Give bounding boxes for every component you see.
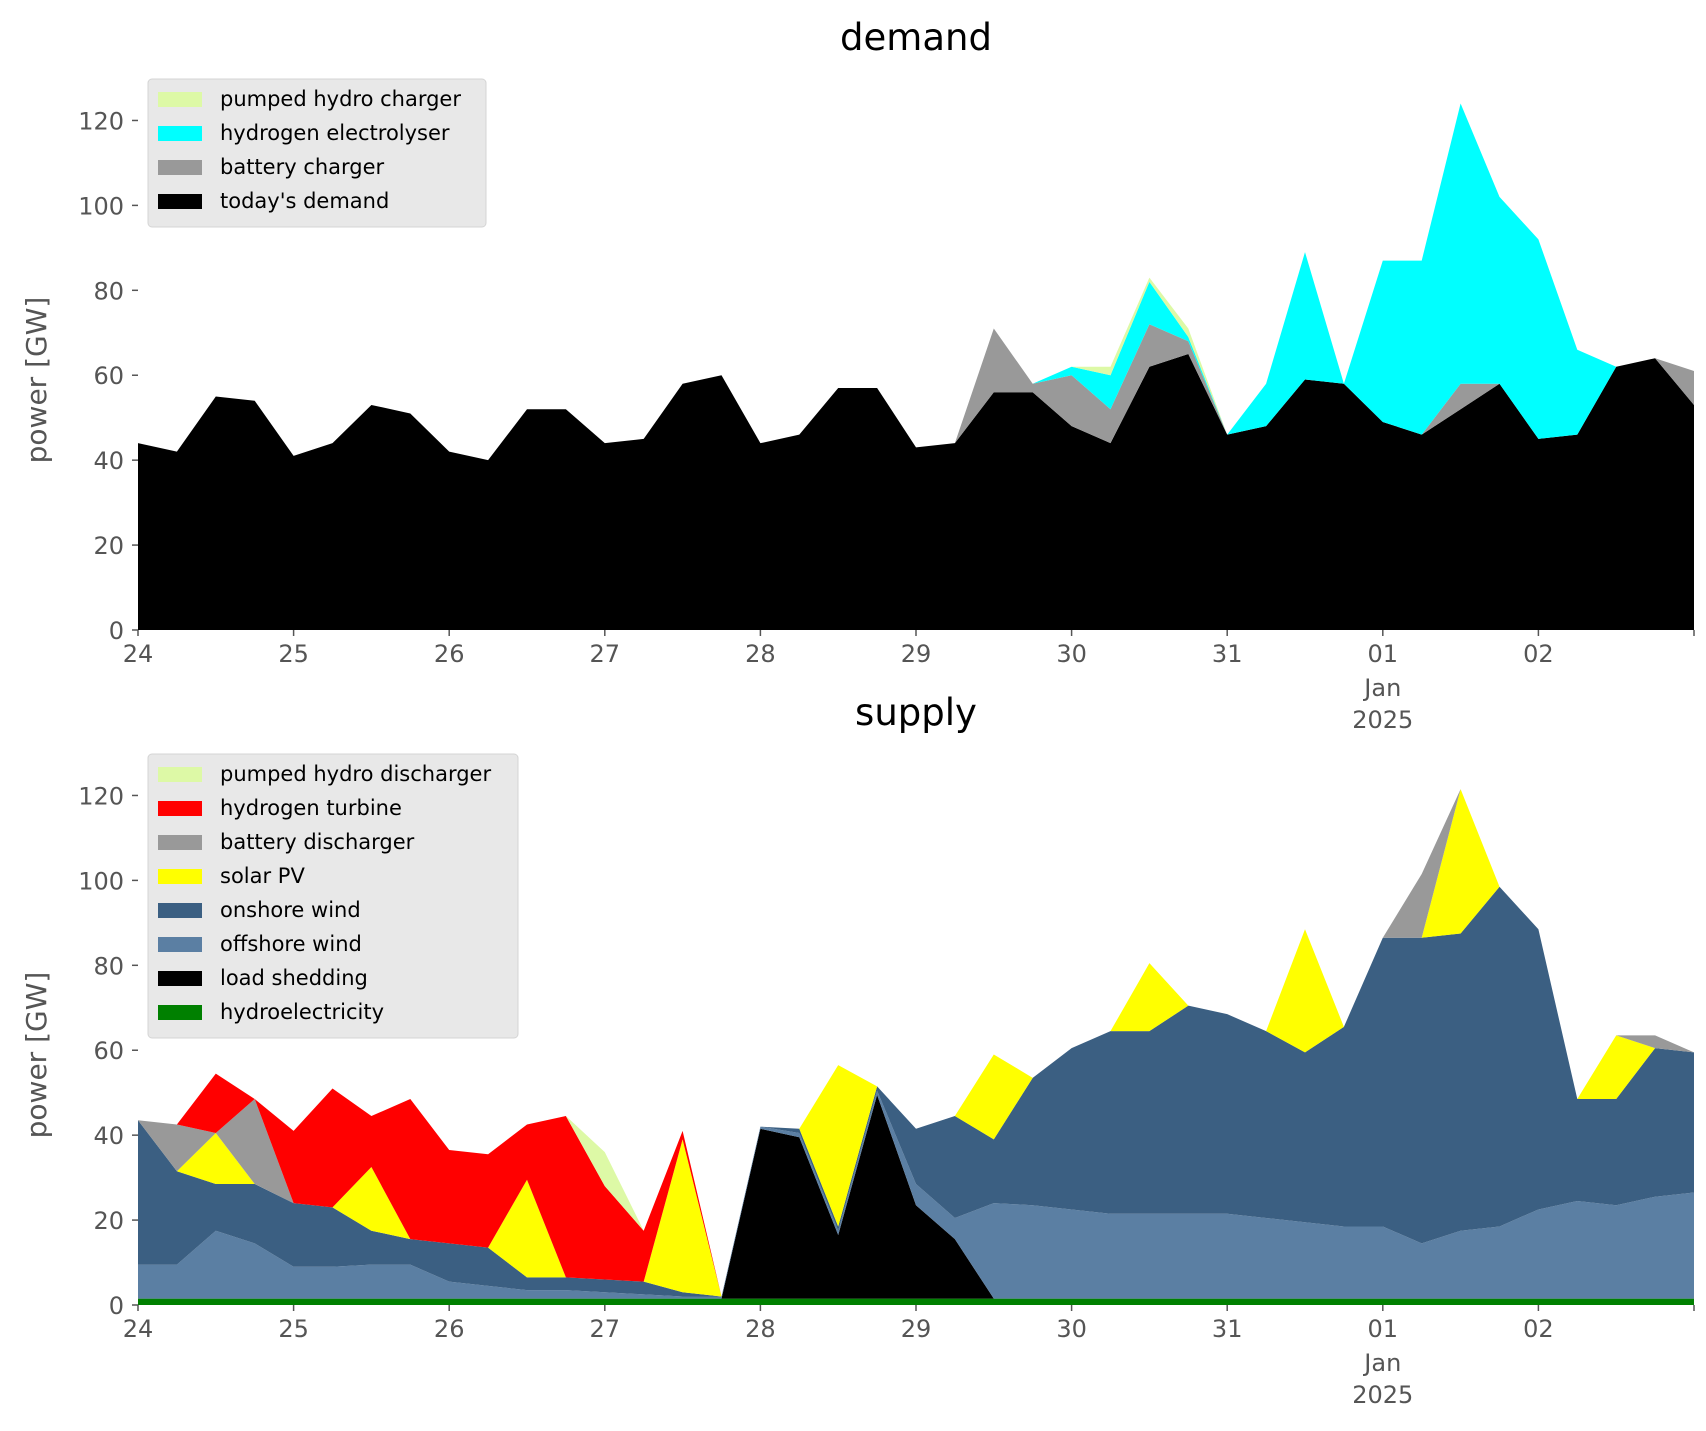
legend-label-hydrogen-turbine: hydrogen turbine <box>220 796 402 820</box>
legend: pumped hydro discharger hydrogen turbine b… <box>147 753 519 1039</box>
x-tick-label: 29 <box>901 640 932 668</box>
x-tick-year-label: 2025 <box>1352 1381 1413 1409</box>
legend-label-solar-pv: solar PV <box>220 864 305 888</box>
legend-swatch-battery-charger <box>158 160 202 175</box>
legend-swatch-hydrogen-turbine <box>158 801 202 816</box>
x-tick-label: 24 <box>123 640 154 668</box>
legend-label-offshore-wind: offshore wind <box>220 932 362 956</box>
x-tick-label: 26 <box>434 1315 465 1343</box>
legend-label-pumped-hydro-discharger: pumped hydro discharger <box>220 762 491 786</box>
y-axis-label: power [GW] <box>20 972 53 1139</box>
x-tick-label: 02 <box>1523 640 1554 668</box>
x-tick-label: 30 <box>1056 640 1087 668</box>
legend-label-load-shedding: load shedding <box>220 966 368 990</box>
legend-swatch-battery-discharger <box>158 835 202 850</box>
x-tick-label: 28 <box>745 640 776 668</box>
legend-swatch-offshore-wind <box>158 937 202 952</box>
x-tick-label: 26 <box>434 640 465 668</box>
x-tick-label: 24 <box>123 1315 154 1343</box>
y-axis-label: power [GW] <box>20 297 53 464</box>
legend-label-battery-charger: battery charger <box>220 155 385 179</box>
y-tick-label: 40 <box>93 447 124 475</box>
x-tick-label: 30 <box>1056 1315 1087 1343</box>
legend-swatch-hydrogen-electrolyser <box>158 126 202 141</box>
legend-swatch-pumped-hydro-discharger <box>158 767 202 782</box>
y-tick-label: 60 <box>93 362 124 390</box>
y-tick-label: 0 <box>109 617 124 645</box>
y-tick-label: 0 <box>109 1292 124 1320</box>
y-tick-label: 20 <box>93 532 124 560</box>
legend: pumped hydro charger hydrogen electrolyse… <box>147 78 487 228</box>
x-tick-year-label: 2025 <box>1352 706 1413 734</box>
x-tick-label: 02 <box>1523 1315 1554 1343</box>
x-tick-month-label: Jan <box>1362 674 1401 702</box>
x-tick-label: 01 <box>1368 640 1399 668</box>
x-tick-label: 31 <box>1212 1315 1243 1343</box>
area-layers <box>138 789 1694 1305</box>
legend-box <box>147 753 519 1039</box>
area-hydrogen-turbine <box>138 789 1694 1297</box>
area-load-shedding <box>138 1094 1694 1299</box>
x-tick-label: 27 <box>590 640 621 668</box>
legend-swatch-load-shedding <box>158 971 202 986</box>
legend-label-hydrogen-electrolyser: hydrogen electrolyser <box>220 121 450 145</box>
y-tick-label: 60 <box>93 1037 124 1065</box>
area-hydrogen-electrolyser <box>138 103 1694 461</box>
legend-label-pumped-hydro-charger: pumped hydro charger <box>220 87 461 111</box>
legend-swatch-solar-pv <box>158 869 202 884</box>
legend-swatch-hydroelectricity <box>158 1005 202 1020</box>
y-tick-label: 20 <box>93 1207 124 1235</box>
x-tick-label: 28 <box>745 1315 776 1343</box>
x-tick-label: 25 <box>278 1315 309 1343</box>
x-tick-label: 25 <box>278 640 309 668</box>
area-offshore-wind <box>138 1090 1694 1299</box>
y-tick-label: 80 <box>93 952 124 980</box>
x-tick-label: 29 <box>901 1315 932 1343</box>
legend-label-today-s-demand: today's demand <box>220 189 389 213</box>
y-tick-label: 120 <box>78 107 124 135</box>
legend-swatch-onshore-wind <box>158 903 202 918</box>
legend-label-battery-discharger: battery discharger <box>220 830 415 854</box>
x-tick-label: 27 <box>590 1315 621 1343</box>
area-layers <box>138 103 1694 630</box>
legend-label-hydroelectricity: hydroelectricity <box>220 1000 384 1024</box>
y-tick-label: 80 <box>93 277 124 305</box>
legend-swatch-pumped-hydro-charger <box>158 92 202 107</box>
y-tick-label: 40 <box>93 1122 124 1150</box>
area-today-s-demand <box>138 354 1694 630</box>
legend-label-onshore-wind: onshore wind <box>220 898 361 922</box>
x-tick-label: 01 <box>1368 1315 1399 1343</box>
area-onshore-wind <box>138 886 1694 1297</box>
area-hydroelectricity <box>138 1298 1694 1305</box>
chart-title: demand <box>840 16 992 59</box>
legend-swatch-today-s-demand <box>158 194 202 209</box>
y-tick-label: 100 <box>78 867 124 895</box>
y-tick-label: 120 <box>78 782 124 810</box>
x-tick-label: 31 <box>1212 640 1243 668</box>
legend-box <box>147 78 487 228</box>
y-tick-label: 100 <box>78 192 124 220</box>
x-tick-month-label: Jan <box>1362 1349 1401 1377</box>
chart-title: supply <box>855 691 977 734</box>
